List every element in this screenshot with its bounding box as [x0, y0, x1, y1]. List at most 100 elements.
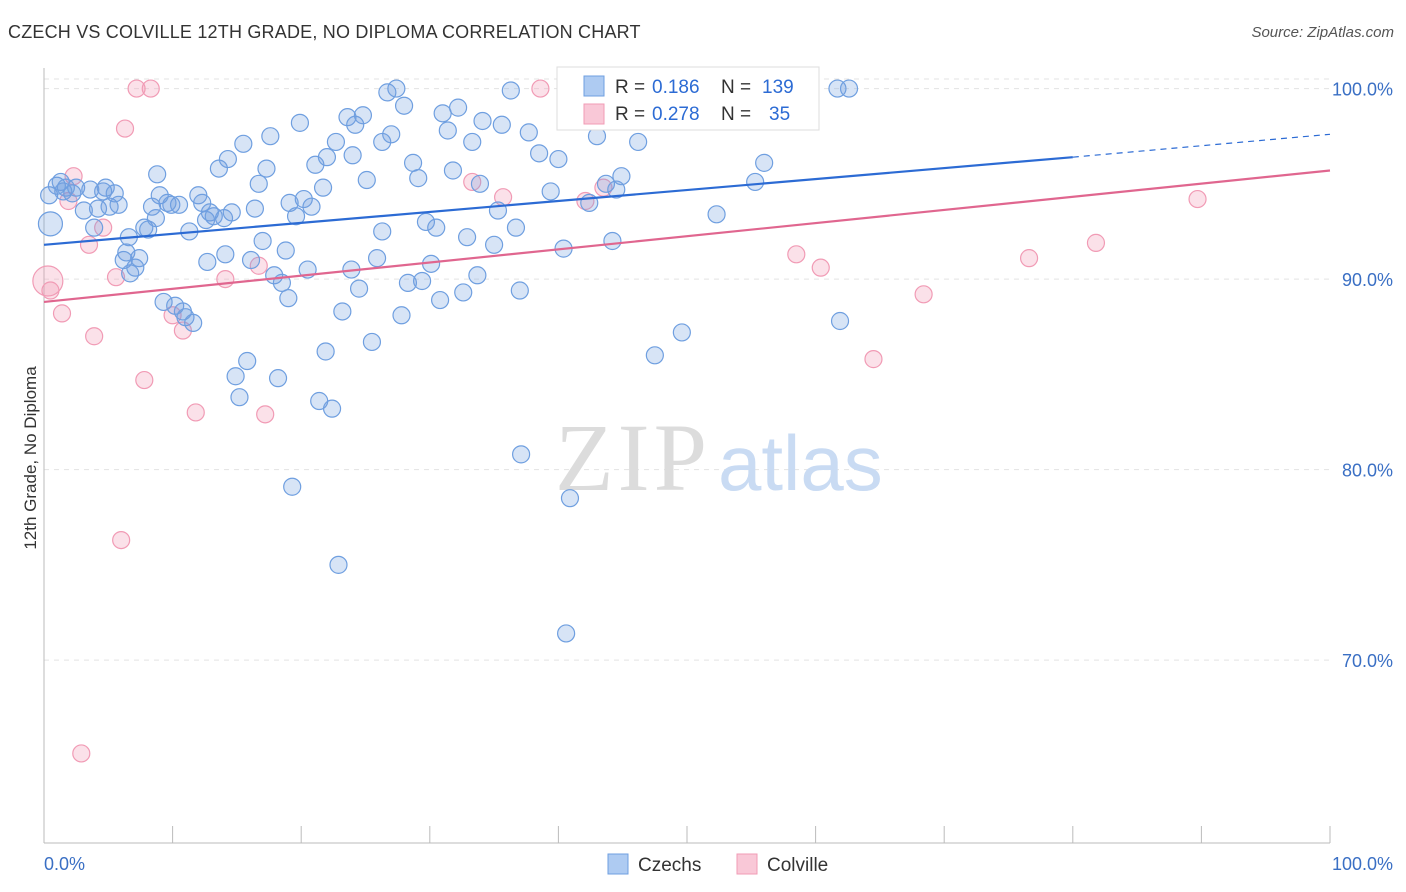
czech-point-78: [353, 106, 373, 125]
colville-point-7: [85, 327, 104, 346]
legend-r-value-czechs: 0.186: [652, 77, 700, 98]
czech-point-46: [230, 388, 249, 407]
x-tick-label-1: 100.0%: [1332, 854, 1393, 874]
bottom-legend-swatch-czechs: [607, 853, 629, 875]
czech-point-11: [88, 199, 108, 218]
czech-point-133: [512, 445, 531, 464]
czech-point-1: [37, 211, 64, 237]
x-tick-labels: 0.0% 100.0%: [44, 854, 1393, 874]
czech-point-13: [96, 178, 115, 197]
czech-point-110: [549, 149, 568, 169]
czech-point-134: [557, 624, 576, 643]
czech-point-19: [121, 264, 140, 283]
czech-point-96: [443, 161, 463, 180]
legend: R = 0.186 N = 139 R = 0.278 N = 35: [556, 66, 820, 131]
czech-point-89: [409, 169, 428, 188]
czech-point-93: [427, 218, 446, 237]
czech-point-53: [257, 159, 276, 178]
czech-point-100: [463, 132, 482, 152]
colville-point-34: [1188, 189, 1207, 209]
czech-point-31: [169, 195, 189, 214]
czech-point-104: [492, 115, 511, 134]
czech-point-0: [40, 186, 59, 205]
colville-point-1: [41, 281, 60, 300]
czech-point-58: [276, 241, 295, 260]
czech-point-20: [126, 258, 145, 277]
czech-point-49: [241, 250, 261, 270]
czechs-trend-extension: [1072, 133, 1331, 158]
czech-point-118: [612, 167, 631, 186]
czech-point-56: [268, 369, 288, 388]
colville-point-23: [531, 79, 550, 98]
czech-point-105: [501, 81, 520, 100]
legend-n-value-czechs: 139: [762, 77, 794, 98]
colville-point-6: [79, 235, 99, 254]
bottom-legend-label-czechs: Czechs: [638, 855, 701, 876]
legend-swatch-czechs: [583, 75, 605, 97]
czech-point-74: [338, 108, 357, 127]
czechs-trend-line: [43, 156, 1073, 246]
czech-point-136: [470, 174, 490, 193]
colville-point-31: [914, 285, 933, 304]
colville-point-29: [811, 258, 830, 277]
colville-point-32: [1019, 249, 1039, 268]
czech-point-138: [343, 146, 362, 165]
czech-point-79: [357, 170, 376, 190]
czech-point-135: [373, 222, 392, 241]
czech-point-144: [316, 342, 335, 361]
czech-point-108: [530, 144, 549, 163]
czech-point-127: [746, 172, 765, 192]
legend-swatch-colville: [583, 103, 605, 125]
colville-point-16: [173, 321, 192, 340]
czech-point-128: [755, 153, 774, 172]
colville-point-17: [186, 403, 205, 422]
czech-point-8: [74, 201, 93, 220]
y-tick-label-2: 80.0%: [1342, 461, 1393, 481]
czech-point-87: [398, 273, 418, 292]
czech-point-140: [216, 245, 235, 264]
czech-point-112: [560, 489, 580, 508]
colville-point-20: [256, 405, 275, 424]
bottom-legend: Czechs Colville: [607, 853, 828, 876]
y-tick-label-3: 70.0%: [1342, 651, 1393, 671]
axes: [43, 68, 1331, 844]
watermark-atlas: atlas: [718, 419, 883, 507]
colville-point-2: [52, 304, 72, 323]
bottom-legend-swatch-colville: [736, 853, 758, 875]
chart-source: Source: ZipAtlas.com: [1251, 24, 1394, 41]
czech-point-54: [261, 127, 280, 146]
legend-r-value-colville: 0.278: [652, 104, 700, 125]
czech-point-15: [105, 184, 124, 203]
bottom-legend-label-colville: Colville: [767, 855, 828, 876]
czech-point-37: [193, 193, 212, 212]
series-czechs-points: [37, 79, 859, 643]
czech-point-94: [433, 104, 452, 123]
czech-point-98: [454, 283, 473, 302]
czech-point-62: [290, 113, 310, 132]
czech-point-85: [392, 306, 411, 325]
czech-point-137: [430, 290, 450, 310]
czech-point-52: [253, 231, 272, 251]
czech-point-139: [279, 289, 298, 308]
czech-point-16: [109, 195, 128, 214]
czech-point-107: [519, 123, 538, 142]
czech-point-103: [485, 235, 504, 254]
y-axis-title: 12th Grade, No Diploma: [21, 366, 40, 550]
czech-point-91: [416, 212, 436, 232]
czech-point-71: [326, 132, 346, 152]
czech-point-82: [378, 83, 397, 102]
czech-point-60: [283, 477, 302, 496]
czech-point-63: [294, 189, 313, 209]
czech-point-70: [322, 399, 342, 418]
czech-point-102: [473, 111, 492, 131]
czech-point-10: [85, 218, 104, 237]
colville-point-12: [127, 79, 146, 98]
czech-point-65: [302, 197, 321, 216]
colville-point-14: [141, 79, 160, 98]
czech-point-77: [349, 279, 369, 298]
czech-point-61: [286, 207, 306, 226]
czech-point-109: [541, 182, 560, 201]
y-tick-label-0: 100.0%: [1332, 80, 1393, 100]
czech-point-29: [162, 195, 181, 214]
